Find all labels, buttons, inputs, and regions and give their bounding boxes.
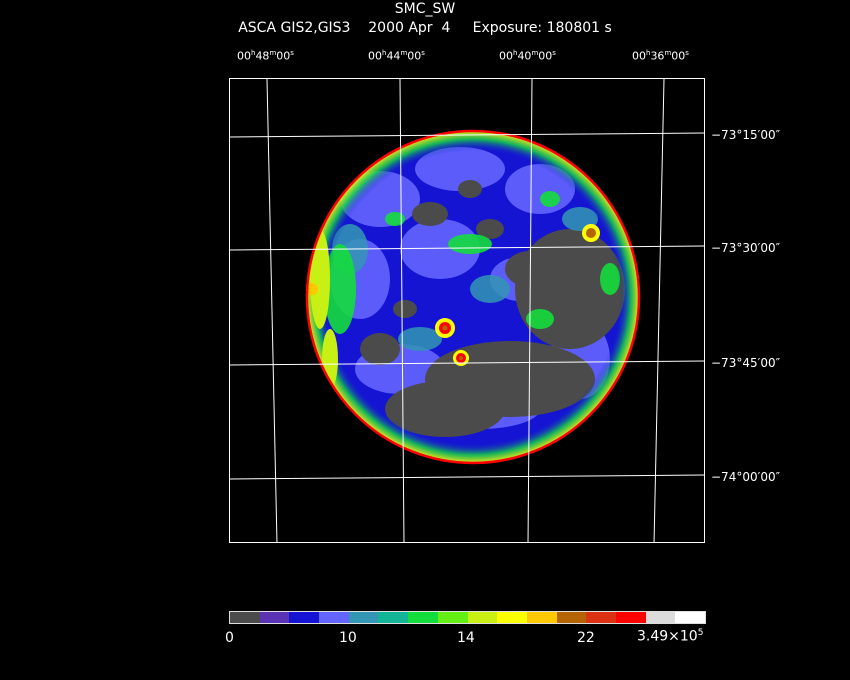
ra-label-1: 00h48m00s <box>237 49 294 63</box>
image-frame <box>229 78 705 543</box>
colorbar-swatch-10 <box>526 612 557 623</box>
coordinate-grid <box>230 79 704 542</box>
colorbar-swatch-11 <box>556 612 587 623</box>
ra-label-4: 00h36m00s <box>632 49 689 63</box>
xray-image <box>230 79 704 542</box>
colorbar-swatch-14 <box>645 612 676 623</box>
dec-label-3: −73°45′00″ <box>711 356 781 370</box>
dec-label-1: −73°15′00″ <box>711 128 781 142</box>
colorbar-swatch-13 <box>615 612 646 623</box>
colorbar-label-14: 14 <box>457 630 475 646</box>
colorbar-swatch-1 <box>259 612 290 623</box>
ra-label-2: 00h44m00s <box>368 49 425 63</box>
colorbar-swatch-15 <box>675 612 705 623</box>
colorbar-swatch-9 <box>497 612 527 623</box>
field-of-view <box>307 131 639 463</box>
colorbar-swatch-7 <box>437 612 468 623</box>
colorbar-swatch-2 <box>289 612 320 623</box>
dec-label-2: −73°30′00″ <box>711 241 781 255</box>
colorbar-swatch-4 <box>348 612 379 623</box>
ra-label-3: 00h40m00s <box>499 49 556 63</box>
colorbar-label-10: 10 <box>339 630 357 646</box>
color-scale-bar <box>229 611 706 624</box>
detector-edge <box>305 129 641 465</box>
point-sources <box>307 224 600 366</box>
colorbar-swatch-6 <box>408 612 438 623</box>
target-title: SMC_SW <box>394 1 456 17</box>
colorbar-swatch-0 <box>230 612 260 623</box>
colorbar-label-22: 22 <box>577 630 595 646</box>
colorbar-label-max: 3.49×105 <box>637 628 704 645</box>
colorbar-swatch-5 <box>378 612 409 623</box>
colorbar-swatch-8 <box>467 612 498 623</box>
colorbar-swatch-3 <box>319 612 349 623</box>
colorbar-swatch-12 <box>586 612 616 623</box>
observation-info: ASCA GIS2,GIS3 2000 Apr 4 Exposure: 1808… <box>238 20 612 36</box>
dec-label-4: −74°00′00″ <box>711 470 781 484</box>
colorbar-label-0: 0 <box>225 630 234 646</box>
